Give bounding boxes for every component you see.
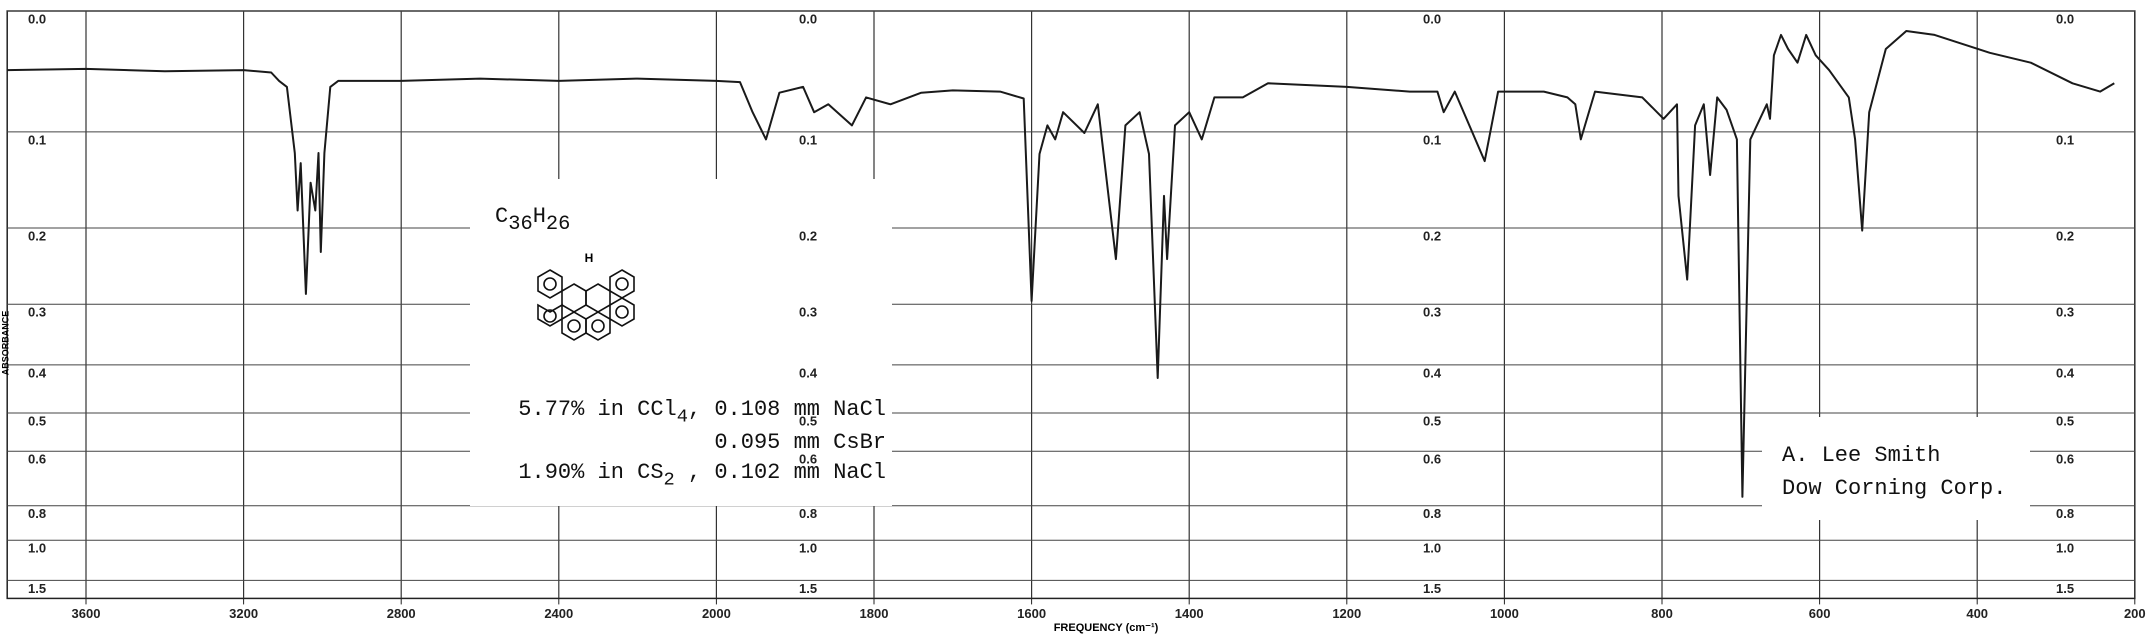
- ring-circle: [543, 309, 557, 323]
- y-tick-label: 1.5: [2056, 581, 2074, 596]
- y-tick-label: 0.5: [2056, 413, 2074, 428]
- y-tick-label: 1.5: [28, 581, 46, 596]
- formula: C36H26: [495, 204, 570, 236]
- x-tick-label: 1000: [1490, 606, 1519, 621]
- y-tick-label: 1.0: [28, 541, 46, 556]
- structure-label: H: [585, 251, 594, 265]
- y-tick-label: 0.2: [1423, 228, 1441, 243]
- sample-note: 1.90% in CS2 , 0.102 mm NaCl: [518, 460, 886, 491]
- ring-circle: [543, 277, 557, 291]
- x-tick-label: 600: [1809, 606, 1831, 621]
- y-tick-label: 0.5: [799, 413, 817, 428]
- ring: [537, 303, 563, 327]
- y-tick-label: 0.4: [1423, 365, 1442, 380]
- structure-drawing: [537, 269, 635, 341]
- y-tick-label: 0.0: [28, 11, 46, 26]
- text-run: 1.90% in CS: [518, 460, 663, 485]
- y-tick-label: 0.8: [1423, 506, 1441, 521]
- x-tick-label: 2400: [544, 606, 573, 621]
- x-tick-label: 1200: [1332, 606, 1361, 621]
- y-tick-label: 0.5: [28, 413, 46, 428]
- y-tick-label: 0.3: [1423, 305, 1441, 320]
- y-tick-label: 0.4: [28, 365, 47, 380]
- x-axis-label: FREQUENCY (cm⁻¹): [1054, 622, 1159, 634]
- y-tick-label: 1.0: [799, 541, 817, 556]
- y-tick-label: 1.5: [799, 581, 817, 596]
- ring: [561, 311, 587, 341]
- x-tick-label: 2800: [387, 606, 416, 621]
- trace: [7, 30, 2115, 498]
- x-tick-label: 1600: [1017, 606, 1046, 621]
- y-tick-label: 0.6: [799, 452, 817, 467]
- text-run: H: [533, 204, 546, 229]
- y-tick-label: 1.5: [1423, 581, 1441, 596]
- subscript: 4: [677, 406, 688, 428]
- y-tick-label: 0.8: [799, 506, 817, 521]
- text-run: C: [495, 204, 508, 229]
- labels: 3600 3200 2800 2400 2000 1800 1600 1400 1200 1000…: [0, 11, 2145, 633]
- sample-note: 0.095 mm CsBr: [714, 430, 886, 455]
- x-tick-label: 1800: [860, 606, 889, 621]
- y-tick-label: 0.4: [799, 365, 818, 380]
- y-tick-label: 0.0: [2056, 11, 2074, 26]
- text-run: , 0.108 mm NaCl: [688, 397, 886, 422]
- text-run: 0.095 mm CsBr: [714, 430, 886, 455]
- subscript: 36: [508, 213, 532, 236]
- ring: [537, 269, 563, 299]
- y-tick-label: 0.1: [2056, 132, 2074, 147]
- x-tick-label: 3600: [72, 606, 101, 621]
- y-tick-label: 0.6: [2056, 452, 2074, 467]
- y-tick-label: 0.1: [1423, 132, 1441, 147]
- y-axis-label: ABSORBANCE: [0, 311, 10, 376]
- sample-note: 5.77% in CCl4, 0.108 mm NaCl: [518, 397, 886, 428]
- x-tick-label: 1400: [1175, 606, 1204, 621]
- text-run: , 0.102 mm NaCl: [675, 460, 886, 485]
- y-tick-label: 0.2: [799, 228, 817, 243]
- y-tick-label: 0.2: [2056, 228, 2074, 243]
- y-tick-label: 0.6: [28, 452, 46, 467]
- annotations: H: [470, 179, 2030, 520]
- credit: Dow Corning Corp.: [1782, 476, 2006, 501]
- sample-box: [470, 179, 892, 506]
- credit-box: [1762, 417, 2030, 520]
- ring-circle: [591, 319, 605, 333]
- credit: A. Lee Smith: [1782, 443, 1940, 468]
- y-tick-label: 1.0: [2056, 541, 2074, 556]
- y-tick-label: 0.1: [28, 132, 46, 147]
- grid: [6, 10, 2136, 605]
- y-tick-label: 0.3: [799, 305, 817, 320]
- x-tick-label: 2000: [702, 606, 731, 621]
- y-tick-label: 0.3: [2056, 305, 2074, 320]
- y-tick-label: 0.8: [28, 506, 46, 521]
- ring-circle: [615, 277, 629, 291]
- y-tick-label: 0.6: [1423, 452, 1441, 467]
- y-tick-label: 1.0: [1423, 541, 1441, 556]
- y-tick-label: 0.1: [799, 132, 817, 147]
- y-tick-label: 0.0: [799, 11, 817, 26]
- x-tick-label: 200: [2124, 606, 2146, 621]
- ring-circle: [567, 319, 581, 333]
- x-tick-label: 3200: [229, 606, 258, 621]
- text-run: 5.77% in CCl: [518, 397, 676, 422]
- ring-circle: [615, 305, 629, 319]
- y-tick-label: 0.2: [28, 228, 46, 243]
- y-tick-label: 0.5: [1423, 413, 1441, 428]
- ring: [609, 297, 635, 327]
- subscript: 2: [664, 469, 675, 491]
- subscript: 26: [546, 213, 570, 236]
- x-tick-label: 800: [1651, 606, 1673, 621]
- y-tick-label: 0.8: [2056, 506, 2074, 521]
- y-tick-label: 0.0: [1423, 11, 1441, 26]
- y-tick-label: 0.3: [28, 305, 46, 320]
- spectrum-line: [7, 30, 2115, 498]
- y-tick-label: 0.4: [2056, 365, 2075, 380]
- x-tick-label: 400: [1966, 606, 1988, 621]
